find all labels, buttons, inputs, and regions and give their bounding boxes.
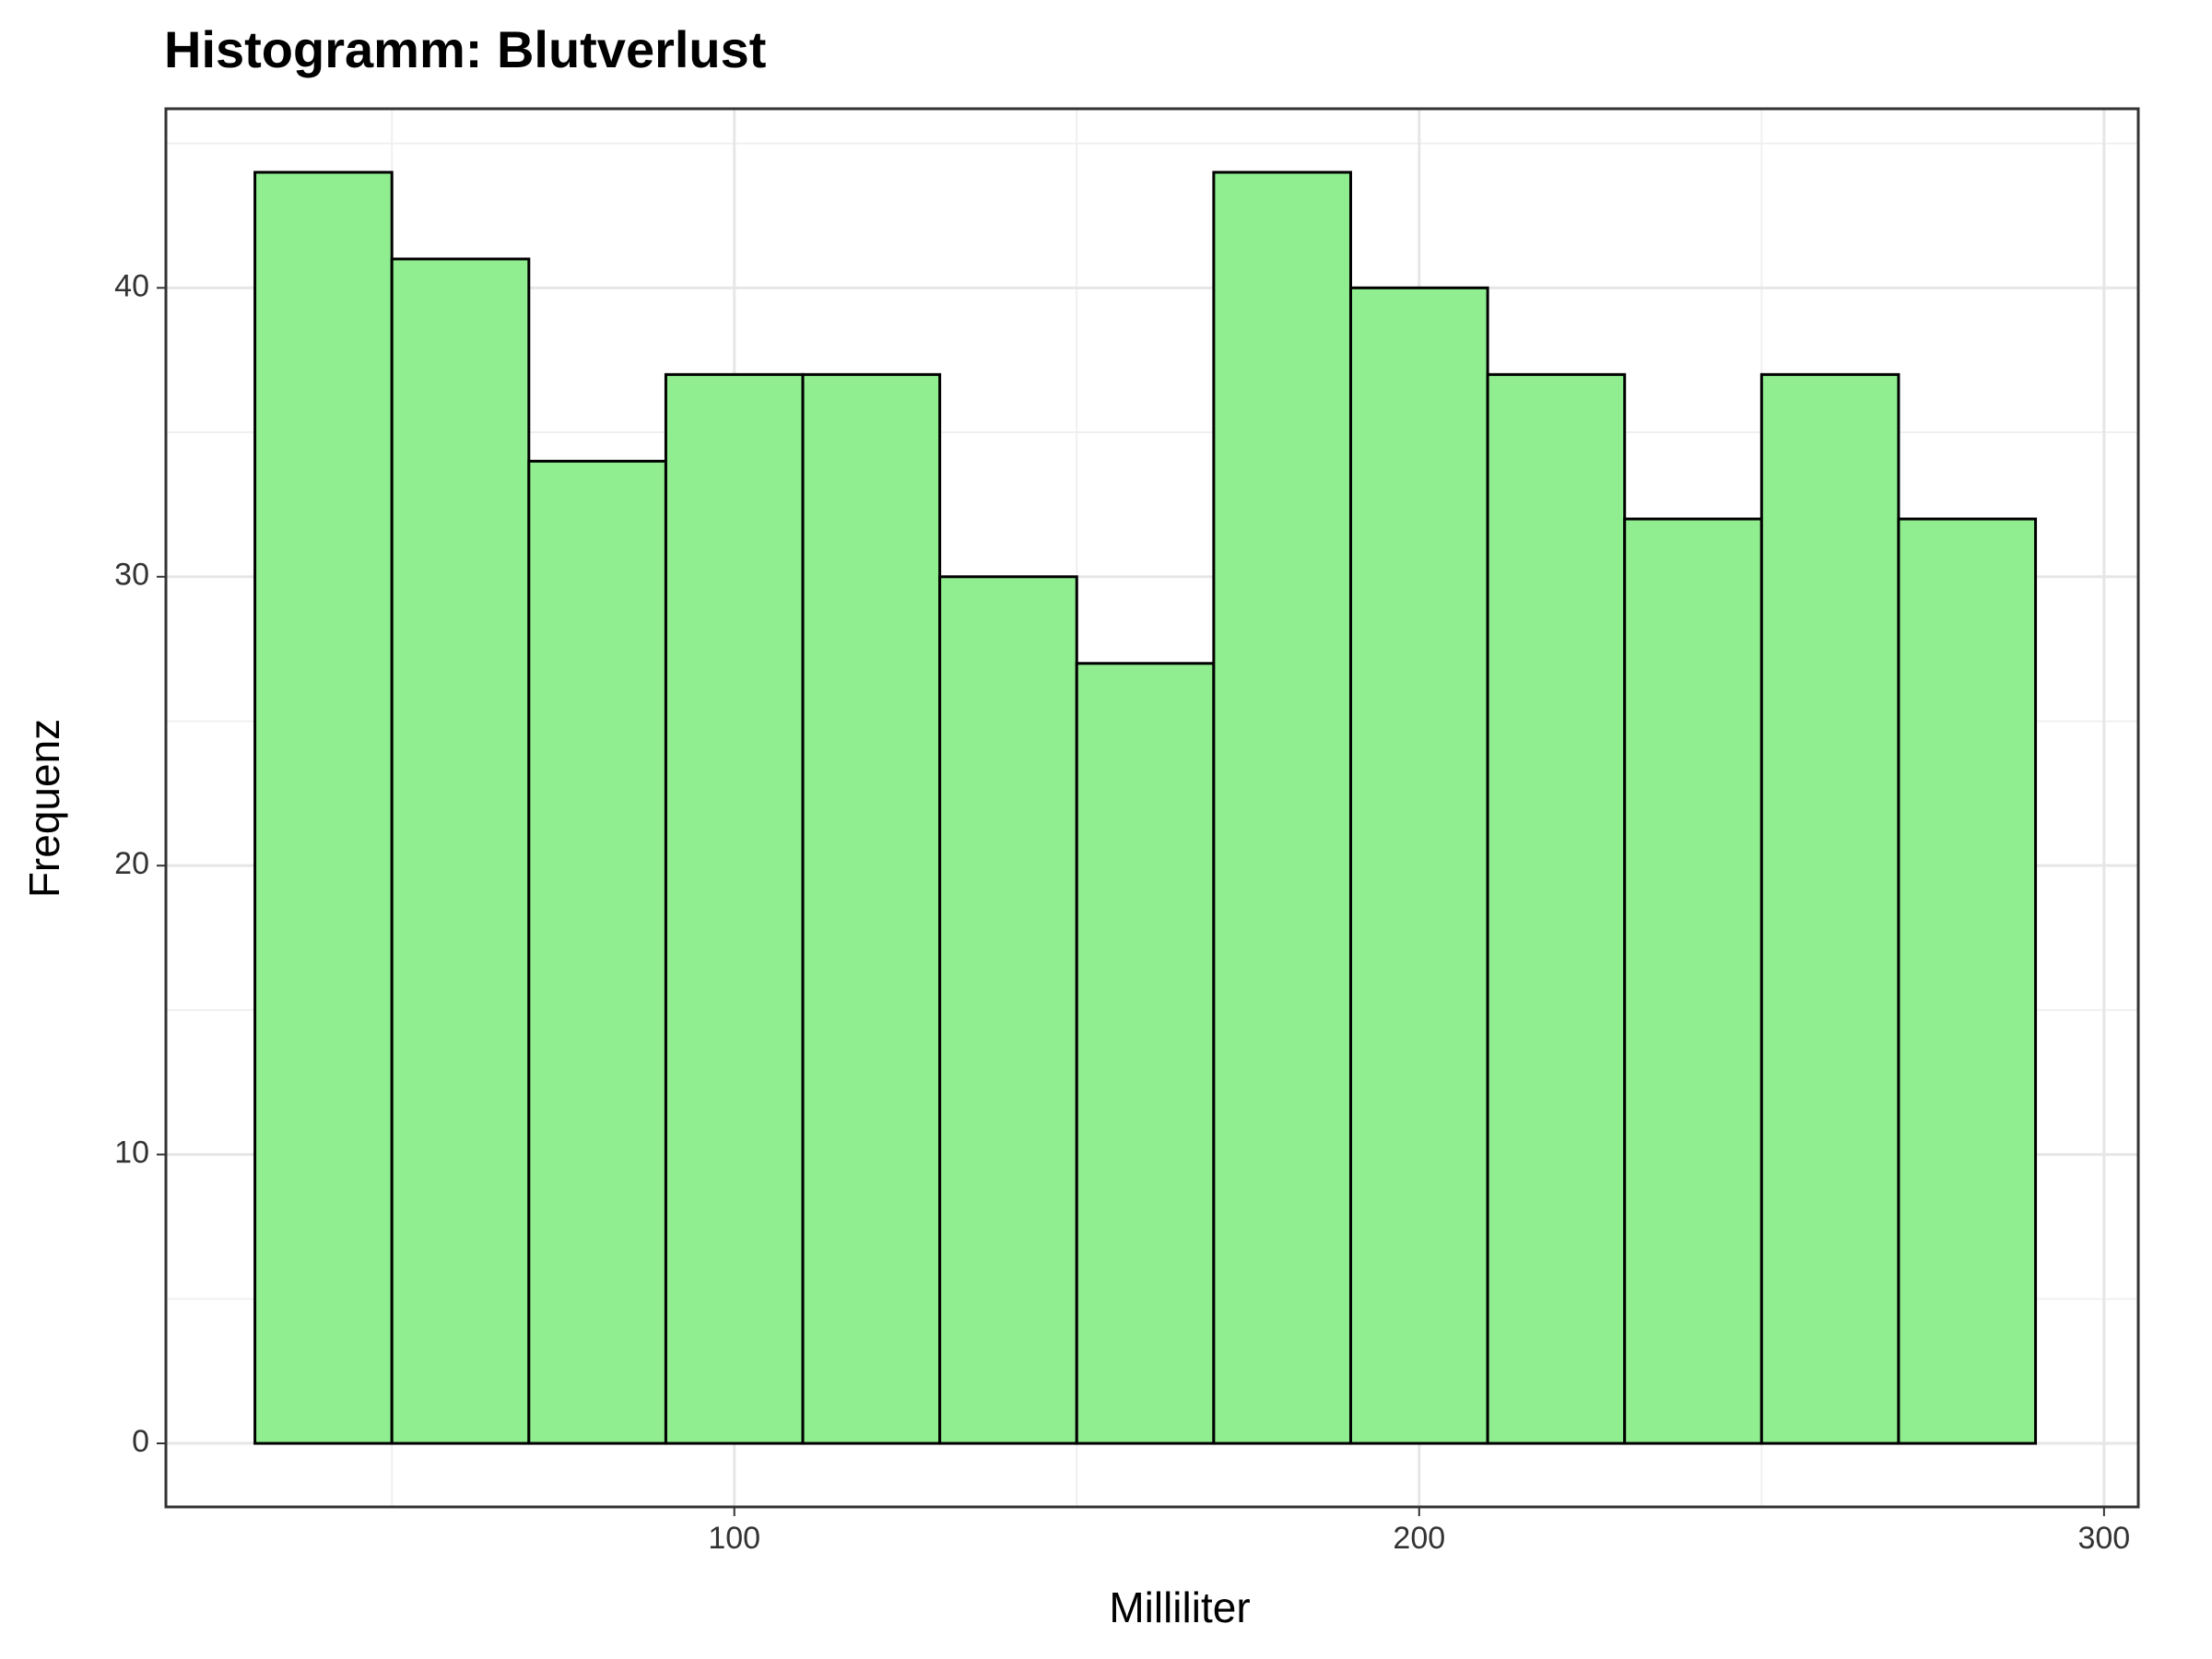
chart-title: Histogramm: Blutverlust — [164, 20, 766, 78]
x-tick-label: 100 — [708, 1521, 760, 1556]
bar — [253, 171, 394, 1445]
bar — [938, 575, 1078, 1445]
y-tick-label: 0 — [132, 1424, 149, 1459]
bar — [664, 372, 805, 1445]
bar — [527, 459, 667, 1445]
bar — [390, 257, 531, 1445]
bar — [1212, 171, 1352, 1445]
y-tick-label: 40 — [114, 268, 149, 303]
plot-border — [164, 107, 2140, 1509]
y-tick-label: 30 — [114, 558, 149, 593]
bar — [1623, 517, 1763, 1445]
bar — [1759, 372, 1900, 1445]
bar — [1075, 662, 1216, 1445]
y-axis-title: Frequenz — [20, 719, 68, 898]
y-tick-label: 10 — [114, 1135, 149, 1171]
bar — [1348, 286, 1489, 1445]
x-tick-label: 300 — [2077, 1521, 2130, 1556]
x-axis-title: Milliliter — [1109, 1583, 1250, 1631]
bar — [1897, 517, 2038, 1445]
bar — [801, 372, 942, 1445]
x-tick-label: 200 — [1393, 1521, 1445, 1556]
y-tick-label: 20 — [114, 846, 149, 881]
bar — [1486, 372, 1627, 1445]
